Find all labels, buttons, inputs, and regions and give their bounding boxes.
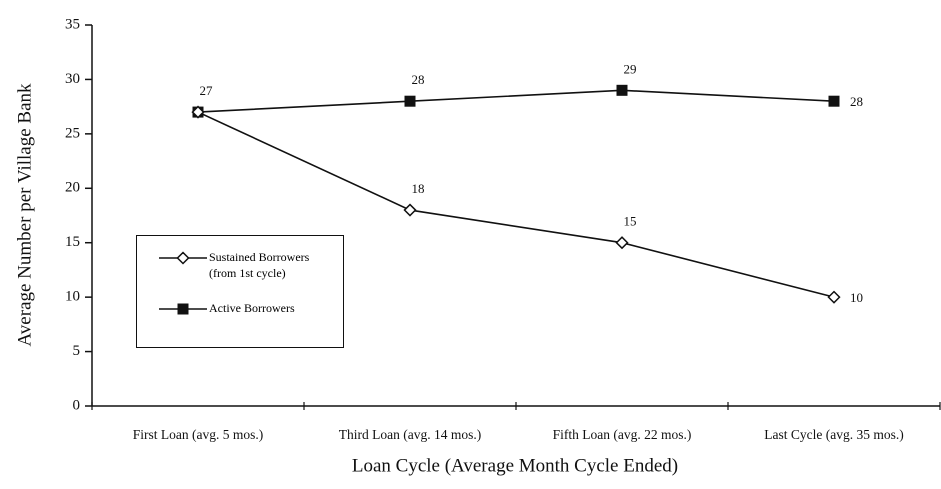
marker <box>191 105 205 119</box>
x-tick-label: Last Cycle (avg. 35 mos.) <box>764 427 903 442</box>
legend-label: Active Borrowers <box>209 301 295 315</box>
marker <box>177 303 189 315</box>
data-label: 10 <box>850 290 863 305</box>
y-tick-label: 15 <box>65 234 80 250</box>
data-label: 15 <box>624 214 637 229</box>
data-label: 18 <box>412 181 425 196</box>
y-tick-label: 0 <box>73 397 81 413</box>
marker <box>404 95 416 107</box>
marker <box>615 236 629 250</box>
data-label: 28 <box>412 72 425 87</box>
x-tick-label: Fifth Loan (avg. 22 mos.) <box>553 427 692 442</box>
y-tick-label: 25 <box>65 125 80 141</box>
marker <box>176 251 190 265</box>
legend-swatches <box>159 251 207 315</box>
y-tick-label: 5 <box>73 343 81 359</box>
series-line <box>197 111 835 298</box>
legend: Sustained Borrowers (from 1st cycle) Acti… <box>136 235 344 348</box>
y-tick-label: 30 <box>65 71 80 87</box>
y-axis-title: Average Number per Village Bank <box>14 83 35 347</box>
marker <box>827 290 841 304</box>
x-tick-label: Third Loan (avg. 14 mos.) <box>339 427 481 442</box>
x-tick-label: First Loan (avg. 5 mos.) <box>133 427 264 442</box>
y-tick-label: 20 <box>65 180 80 196</box>
data-label: 27 <box>200 83 214 98</box>
marker <box>403 203 417 217</box>
series-line <box>197 89 835 113</box>
legend-label: Sustained Borrowers (from 1st cycle) <box>209 250 310 280</box>
marker <box>616 84 628 96</box>
marker <box>828 95 840 107</box>
y-tick-label: 35 <box>65 16 80 32</box>
data-label: 29 <box>624 61 637 76</box>
data-label: 28 <box>850 94 863 109</box>
x-axis-title: Loan Cycle (Average Month Cycle Ended) <box>352 455 678 476</box>
y-tick-label: 10 <box>65 289 80 305</box>
